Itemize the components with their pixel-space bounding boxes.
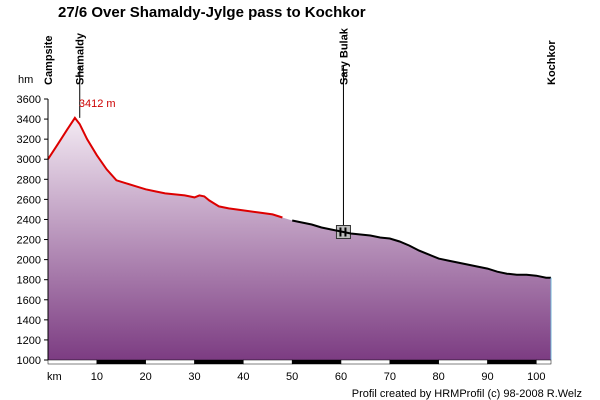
- y-tick-label: 2400: [17, 214, 41, 226]
- x-axis-segment: [243, 359, 293, 365]
- y-axis-unit: hm: [18, 74, 33, 86]
- x-tick-label: 90: [481, 371, 493, 383]
- profile-line-climb: [47, 116, 283, 219]
- x-axis-segment: [96, 359, 146, 365]
- x-axis-segment: [145, 359, 195, 365]
- x-tick-label: 50: [286, 371, 298, 383]
- y-tick-label: 2000: [17, 255, 41, 267]
- x-tick-label: 60: [335, 371, 347, 383]
- y-tick-label: 2200: [17, 235, 41, 247]
- chart-title: 27/6 Over Shamaldy-Jylge pass to Kochkor: [58, 4, 366, 21]
- labels-layer: 1000 1200 1400 1600 1800 2000 2200 2400 2600 2800…: [17, 27, 558, 383]
- x-tick-label: 100: [527, 371, 545, 383]
- x-axis-unit: km: [47, 371, 62, 383]
- x-axis-segment: [340, 359, 391, 365]
- x-tick-label: 70: [384, 371, 396, 383]
- axes-layer: [44, 98, 552, 365]
- y-tick-label: 1400: [17, 315, 41, 327]
- x-tick-label: 40: [237, 371, 249, 383]
- x-axis-segment: [47, 359, 98, 365]
- profile-fill-layer: [48, 117, 551, 361]
- x-tick-label: 20: [140, 371, 152, 383]
- profile-line-descent: [291, 219, 551, 279]
- x-axis-segment: [438, 359, 488, 365]
- waypoint-label: Kochkor: [546, 40, 558, 85]
- y-tick-label: 1000: [17, 355, 41, 367]
- waypoint-label: Shamaldy: [75, 32, 87, 85]
- waypoint-label: Campsite: [43, 35, 55, 85]
- profile-line-layer: [47, 116, 552, 360]
- y-tick-label: 2800: [17, 174, 41, 186]
- y-tick-label: 3600: [17, 94, 41, 106]
- y-tick-label: 2600: [17, 194, 41, 206]
- y-tick-label: 3400: [17, 114, 41, 126]
- x-axis-segment: [194, 359, 244, 365]
- profile-area: [48, 117, 551, 361]
- y-tick-label: 3200: [17, 134, 41, 146]
- y-tick-label: 1600: [17, 295, 41, 307]
- x-axis-segment: [389, 359, 439, 365]
- x-tick-label: 30: [188, 371, 200, 383]
- y-tick-label: 3000: [17, 154, 41, 166]
- x-axis-segment: [487, 359, 537, 365]
- x-tick-label: 80: [433, 371, 445, 383]
- credit-text: Profil created by HRMProfil (c) 98-2008 …: [352, 388, 582, 400]
- x-tick-label: 10: [91, 371, 103, 383]
- x-axis-segment: [536, 359, 552, 365]
- peak-label: 3412 m: [79, 98, 116, 110]
- y-tick-label: 1200: [17, 335, 41, 347]
- x-axis-segment: [291, 359, 342, 365]
- waypoint-label: Sary Bulak: [338, 27, 350, 85]
- y-tick-label: 1800: [17, 275, 41, 287]
